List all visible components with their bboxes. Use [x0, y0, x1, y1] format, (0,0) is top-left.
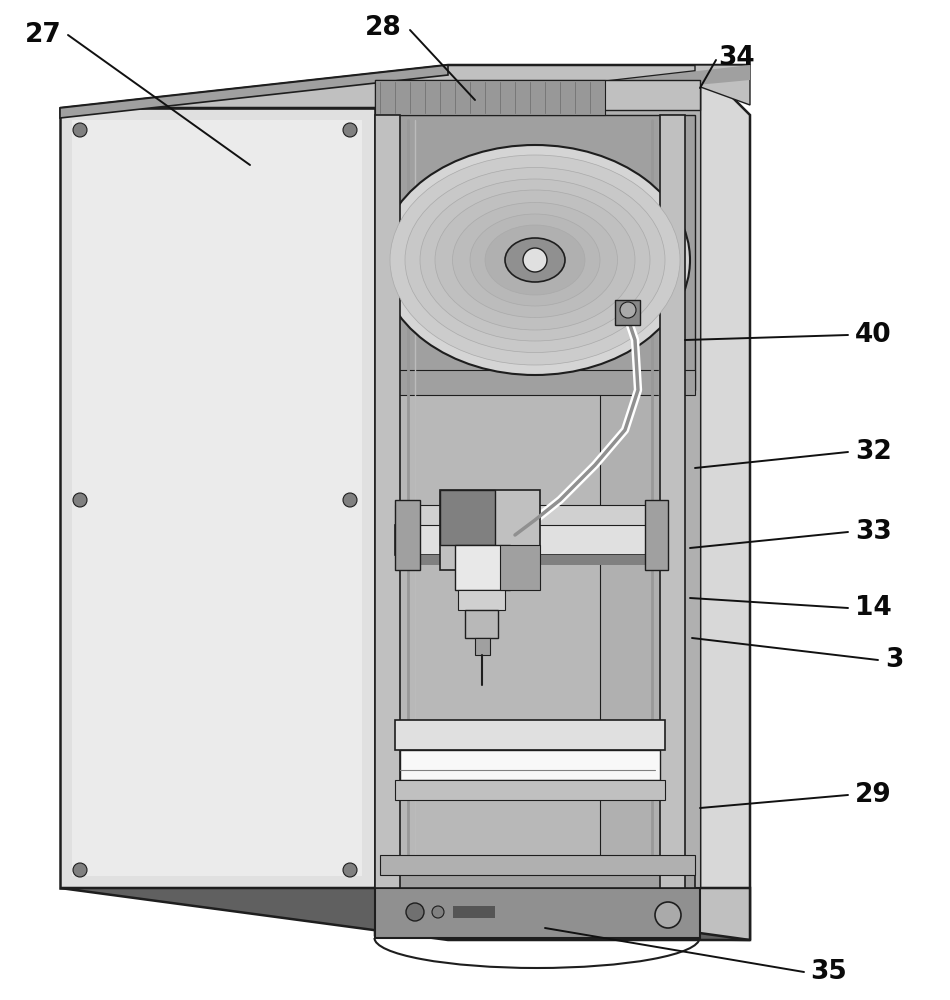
Polygon shape — [695, 65, 750, 105]
Circle shape — [73, 123, 87, 137]
Polygon shape — [60, 888, 750, 940]
Polygon shape — [380, 115, 695, 390]
Polygon shape — [385, 370, 695, 395]
Polygon shape — [375, 115, 400, 888]
Polygon shape — [400, 750, 660, 780]
Polygon shape — [615, 300, 640, 325]
Ellipse shape — [390, 155, 680, 365]
Text: 34: 34 — [718, 45, 754, 71]
Polygon shape — [660, 115, 685, 888]
Text: 32: 32 — [855, 439, 892, 465]
Polygon shape — [375, 80, 700, 110]
Text: 33: 33 — [855, 519, 892, 545]
Circle shape — [343, 123, 357, 137]
Ellipse shape — [452, 202, 618, 318]
Text: 35: 35 — [810, 959, 846, 985]
Ellipse shape — [470, 214, 600, 306]
Polygon shape — [395, 555, 665, 565]
Circle shape — [73, 863, 87, 877]
Text: 27: 27 — [25, 22, 62, 48]
Polygon shape — [395, 720, 665, 750]
Polygon shape — [60, 65, 750, 108]
Circle shape — [406, 903, 424, 921]
Polygon shape — [395, 500, 420, 570]
Polygon shape — [375, 80, 700, 888]
Circle shape — [432, 906, 444, 918]
Ellipse shape — [505, 238, 565, 282]
Polygon shape — [380, 855, 695, 875]
Polygon shape — [600, 85, 700, 888]
Circle shape — [655, 902, 681, 928]
Polygon shape — [60, 108, 375, 888]
Circle shape — [343, 493, 357, 507]
Polygon shape — [375, 888, 750, 940]
Polygon shape — [375, 65, 750, 115]
Polygon shape — [72, 120, 362, 876]
Circle shape — [343, 863, 357, 877]
Text: 28: 28 — [365, 15, 402, 41]
Circle shape — [620, 302, 636, 318]
Ellipse shape — [485, 225, 585, 295]
Polygon shape — [375, 80, 605, 115]
Polygon shape — [375, 888, 700, 938]
Polygon shape — [380, 858, 695, 888]
Polygon shape — [455, 545, 510, 590]
Polygon shape — [60, 65, 448, 118]
Polygon shape — [440, 490, 495, 545]
Circle shape — [73, 493, 87, 507]
Polygon shape — [700, 65, 750, 940]
Polygon shape — [465, 610, 498, 638]
Polygon shape — [475, 638, 490, 655]
Circle shape — [523, 248, 547, 272]
Polygon shape — [395, 780, 665, 800]
Text: 3: 3 — [885, 647, 903, 673]
Polygon shape — [395, 505, 665, 525]
Polygon shape — [453, 906, 495, 918]
Polygon shape — [440, 490, 540, 570]
Polygon shape — [645, 500, 668, 570]
Polygon shape — [395, 525, 665, 555]
Polygon shape — [458, 590, 505, 610]
Text: 14: 14 — [855, 595, 892, 621]
Ellipse shape — [420, 179, 650, 341]
Ellipse shape — [405, 167, 665, 353]
Ellipse shape — [380, 145, 690, 375]
Ellipse shape — [435, 190, 635, 330]
Text: 29: 29 — [855, 782, 892, 808]
Text: 40: 40 — [855, 322, 892, 348]
Polygon shape — [500, 545, 540, 590]
